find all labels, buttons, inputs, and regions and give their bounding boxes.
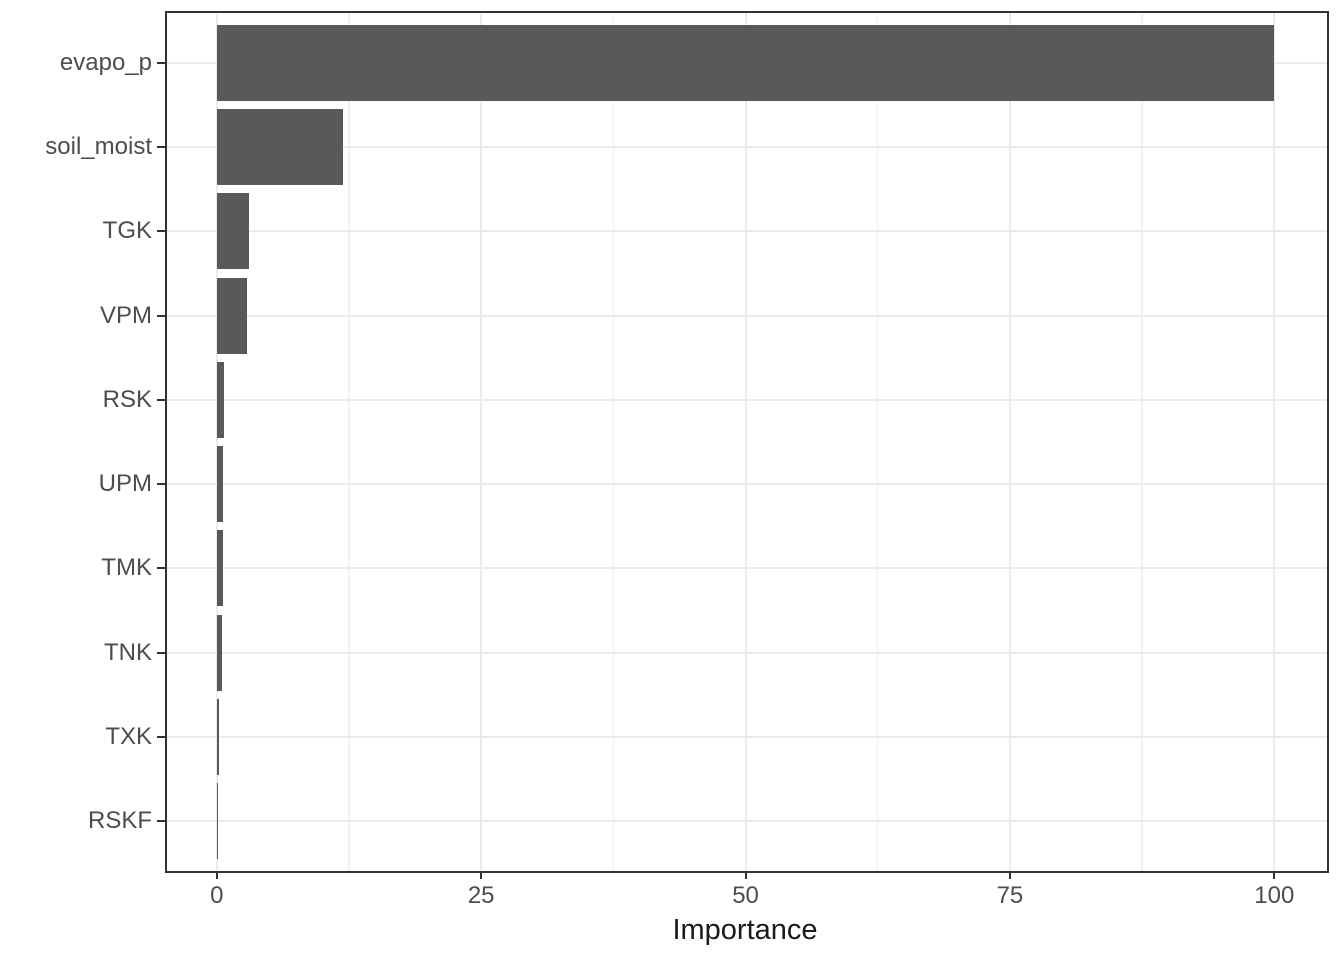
- y-tick-label-TNK: TNK: [104, 638, 152, 666]
- y-tick-label-RSK: RSK: [102, 385, 152, 413]
- gridline-major-vertical: [1008, 13, 1011, 871]
- gridline-major-horizontal: [167, 314, 1327, 317]
- gridline-major-vertical: [215, 13, 218, 871]
- y-tick-RSK: [157, 398, 165, 401]
- gridline-major-horizontal: [167, 736, 1327, 738]
- y-tick-label-RSKF: RSKF: [87, 807, 152, 835]
- x-axis-title: Importance: [672, 914, 818, 946]
- bar-soil_moist: [216, 108, 343, 185]
- gridline-major-horizontal: [167, 145, 1327, 148]
- bar-VPM: [216, 277, 248, 354]
- gridline-major-horizontal: [167, 820, 1327, 823]
- x-tick-label-50: 50: [732, 882, 759, 909]
- y-tick-soil_moist: [157, 145, 165, 148]
- gridline-major-horizontal: [167, 230, 1327, 233]
- x-tick-25: [480, 871, 483, 879]
- gridline-major-vertical: [744, 13, 747, 871]
- y-tick-VPM: [157, 314, 165, 317]
- y-tick-TMK: [157, 567, 165, 570]
- y-tick-label-UPM: UPM: [98, 470, 152, 498]
- y-tick-label-TXK: TXK: [105, 723, 152, 750]
- x-tick-100: [1273, 871, 1276, 879]
- x-tick-75: [1008, 871, 1011, 879]
- bar-RSKF: [216, 783, 219, 860]
- gridline-major-vertical: [480, 13, 483, 871]
- gridline-major-horizontal: [167, 651, 1327, 654]
- gridline-major-horizontal: [167, 483, 1327, 486]
- gridline-minor-vertical: [876, 13, 879, 871]
- y-tick-label-evapo_p: evapo_p: [59, 48, 152, 76]
- y-tick-label-TMK: TMK: [101, 554, 152, 582]
- x-tick-label-75: 75: [996, 882, 1024, 909]
- y-tick-UPM: [157, 483, 165, 486]
- y-tick-RSKF: [157, 820, 165, 823]
- bar-TMK: [216, 530, 223, 607]
- bar-TXK: [216, 699, 219, 775]
- y-tick-label-TGK: TGK: [102, 217, 152, 245]
- gridline-minor-vertical: [348, 13, 350, 871]
- x-tick-50: [744, 871, 747, 879]
- y-tick-evapo_p: [157, 61, 165, 64]
- plot-panel-inner: [167, 13, 1327, 871]
- plot-panel: [165, 11, 1329, 873]
- bar-evapo_p: [216, 24, 1275, 101]
- y-tick-TXK: [157, 736, 165, 738]
- bar-UPM: [216, 446, 224, 523]
- y-tick-label-VPM: VPM: [99, 301, 152, 329]
- y-tick-label-soil_moist: soil_moist: [45, 132, 152, 160]
- bar-RSK: [216, 361, 225, 438]
- y-tick-TGK: [157, 230, 165, 233]
- gridline-major-vertical: [1273, 13, 1276, 871]
- bar-TNK: [216, 614, 223, 691]
- y-tick-TNK: [157, 651, 165, 654]
- gridline-minor-vertical: [612, 13, 615, 871]
- x-tick-label-25: 25: [467, 882, 495, 909]
- x-tick-0: [215, 871, 218, 879]
- gridline-minor-vertical: [1141, 13, 1143, 871]
- bar-TGK: [216, 193, 249, 270]
- x-tick-label-0: 0: [210, 882, 224, 909]
- gridline-major-horizontal: [167, 567, 1327, 570]
- gridline-major-horizontal: [167, 398, 1327, 401]
- x-tick-label-100: 100: [1254, 882, 1295, 909]
